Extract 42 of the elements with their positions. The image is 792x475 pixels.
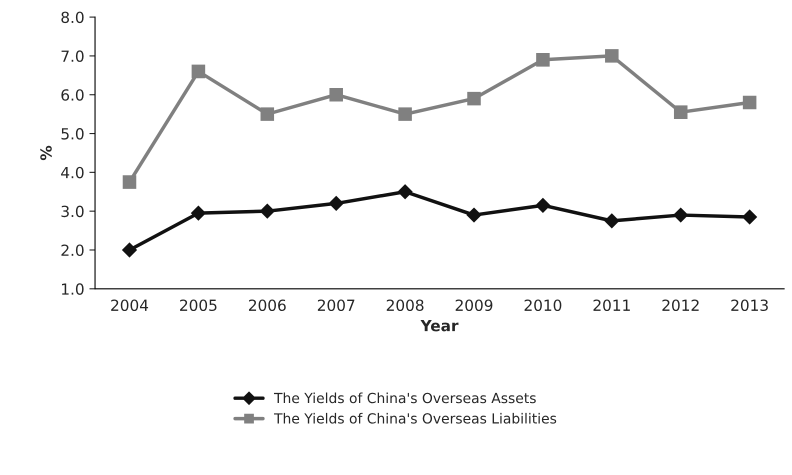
point: [536, 198, 550, 213]
y-tick-label: 4.0: [61, 166, 84, 178]
x-tick-label: 2011: [594, 299, 630, 312]
y-tick-label: 7.0: [62, 50, 84, 62]
y-tick-label: 2.0: [61, 244, 84, 256]
y-tick-label: 1.0: [62, 283, 84, 295]
y-tick-label: 3.0: [61, 206, 84, 218]
point: [674, 105, 688, 119]
y-tick-label: 8.0: [61, 12, 84, 24]
x-tick-label: 2005: [180, 299, 216, 312]
x-tick-label: 2006: [248, 299, 286, 312]
point: [466, 208, 482, 222]
point: [260, 204, 275, 219]
point: [329, 88, 343, 102]
y-tick-label: 6.0: [61, 89, 84, 101]
x-tick-label: 2008: [386, 299, 424, 312]
point: [742, 96, 756, 110]
point: [191, 206, 206, 221]
x-tick-label: 2012: [662, 299, 699, 312]
point: [604, 213, 620, 228]
x-axis-title: Year: [420, 320, 458, 332]
x-tick-label: 2010: [524, 299, 562, 312]
x-tick-label: 2007: [318, 299, 354, 312]
y-tick-label: 5.0: [62, 128, 84, 140]
point: [192, 64, 206, 78]
point: [122, 175, 136, 189]
point: [122, 242, 137, 258]
point: [605, 49, 619, 63]
point: [398, 184, 413, 200]
point: [328, 196, 344, 211]
x-tick-label: 2004: [111, 299, 148, 312]
y-axis-title: %: [40, 146, 52, 160]
legend-label: The Yields of China's Overseas Assets: [274, 392, 536, 404]
point: [398, 107, 412, 121]
point: [260, 107, 274, 121]
legend-label: The Yields of China's Overseas Liabilities: [274, 412, 556, 424]
x-tick-label: 2013: [731, 299, 768, 312]
point: [536, 53, 550, 67]
point: [673, 208, 688, 222]
point: [467, 92, 481, 106]
point: [742, 210, 758, 224]
x-tick-label: 2009: [456, 299, 492, 312]
